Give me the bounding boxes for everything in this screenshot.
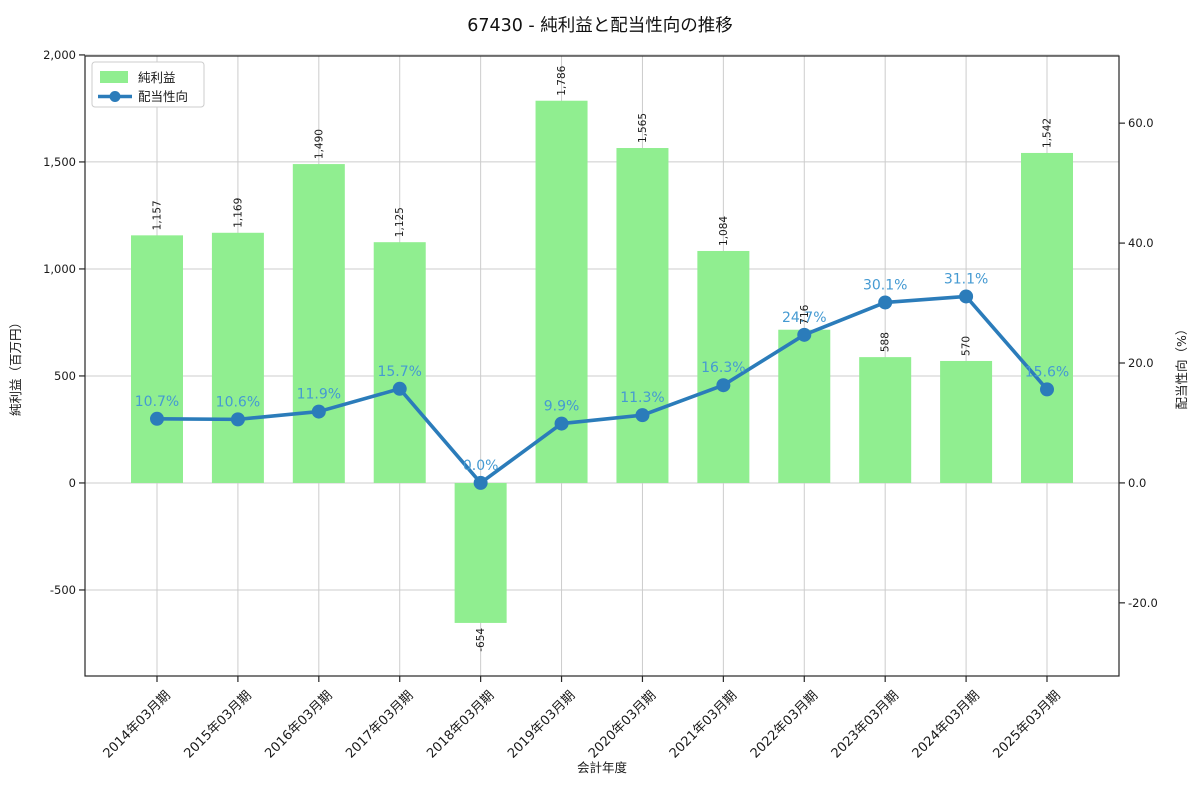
payout-value-label: 30.1%	[863, 277, 907, 293]
legend-line-label: 配当性向	[138, 89, 188, 104]
y-left-tick-label: 1,000	[43, 262, 76, 276]
payout-value-label: 16.3%	[701, 360, 745, 376]
payout-value-label: 31.1%	[944, 271, 988, 287]
payout-value-label: 15.7%	[377, 364, 421, 380]
x-axis-title: 会計年度	[577, 760, 628, 775]
net-income-bar	[778, 329, 831, 483]
bar-value-label: 570	[961, 336, 973, 356]
data-point-marker	[1039, 382, 1054, 397]
y-left-tick-label: 500	[54, 369, 76, 383]
bar-value-label: 588	[880, 332, 892, 352]
bar-value-label: 1,490	[313, 129, 325, 159]
payout-ratio-line	[155, 294, 1049, 485]
data-point-marker	[392, 381, 407, 396]
net-income-bar	[211, 232, 264, 483]
data-point-marker	[150, 411, 164, 426]
payout-value-label: 15.6%	[1025, 364, 1069, 380]
plot-border	[84, 55, 1120, 677]
net-income-bar	[697, 250, 750, 483]
net-income-bar	[131, 235, 183, 483]
payout-value-label: 0.0%	[463, 458, 499, 474]
net-income-bar	[292, 164, 345, 483]
bar-value-label: 1,169	[232, 198, 244, 228]
y-left-axis-title: 純利益（百万円）	[8, 316, 23, 416]
payout-value-label: 10.7%	[135, 394, 179, 410]
net-income-bar	[1020, 152, 1073, 483]
x-tick-label: 2014年03月期	[101, 688, 174, 761]
data-point-marker	[797, 327, 812, 342]
bar-value-label: 1,542	[1041, 118, 1053, 148]
x-tick-label: 2025年03月期	[991, 688, 1064, 761]
data-point-marker	[878, 295, 893, 310]
payout-value-label: 10.6%	[216, 394, 260, 410]
data-point-marker	[554, 416, 569, 431]
payout-value-label: 11.9%	[297, 387, 341, 403]
legend-bar-swatch	[100, 71, 128, 83]
data-point-marker	[311, 404, 326, 419]
x-tick-label: 2015年03月期	[181, 688, 254, 761]
bar-value-label: 1,157	[152, 200, 164, 230]
net-income-bar	[373, 242, 426, 483]
legend-line-marker	[109, 91, 121, 102]
y-left-tick-label: -500	[50, 583, 76, 597]
x-tick-label: 2020年03月期	[586, 688, 659, 761]
bar-value-label: 716	[799, 304, 811, 324]
data-point-marker	[635, 408, 650, 423]
data-point-marker	[959, 289, 974, 304]
net-income-bar	[940, 360, 993, 483]
payout-value-label: 11.3%	[620, 390, 664, 406]
y-left-tick-label: 0	[69, 476, 76, 490]
x-tick-label: 2022年03月期	[748, 688, 821, 761]
payout-value-label: 9.9%	[544, 399, 580, 415]
legend-bar-label: 純利益	[138, 70, 176, 85]
bar-value-label: 1,565	[637, 113, 649, 143]
net-income-bar	[616, 148, 669, 483]
y-left-tick-label: 2,000	[43, 48, 76, 62]
x-tick-label: 2024年03月期	[910, 688, 983, 761]
net-income-bar	[859, 357, 912, 483]
x-tick-label: 2017年03月期	[343, 688, 416, 761]
chart-title: 67430 - 純利益と配当性向の推移	[467, 16, 733, 36]
y-right-tick-label: 20.0	[1128, 356, 1154, 370]
bar-value-label: -654	[475, 628, 487, 652]
bar-value-label: 1,786	[556, 65, 568, 95]
data-point-marker	[230, 412, 245, 427]
y-right-tick-label: 60.0	[1128, 116, 1154, 130]
y-right-axis-title: 配当性向（%）	[1174, 323, 1189, 410]
y-left-tick-label: 1,500	[43, 155, 76, 169]
y-right-tick-label: -20.0	[1128, 596, 1158, 610]
payout-value-label: 24.7%	[782, 310, 826, 326]
y-right-tick-label: 0.0	[1128, 476, 1146, 490]
bar-value-label: 1,125	[394, 207, 406, 237]
data-point-marker	[473, 475, 488, 490]
bar-value-label: 1,084	[718, 216, 730, 246]
x-tick-label: 2018年03月期	[424, 688, 497, 761]
x-tick-label: 2021年03月期	[667, 688, 740, 761]
x-tick-label: 2019年03月期	[505, 688, 578, 761]
x-tick-label: 2016年03月期	[262, 688, 335, 761]
data-point-marker	[716, 378, 731, 393]
net-income-bar	[454, 482, 507, 623]
x-tick-label: 2023年03月期	[829, 688, 902, 761]
y-right-tick-label: 40.0	[1128, 236, 1154, 250]
